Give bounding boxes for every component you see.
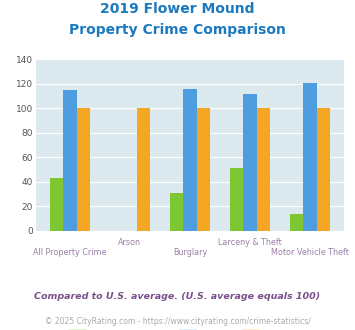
Text: © 2025 CityRating.com - https://www.cityrating.com/crime-statistics/: © 2025 CityRating.com - https://www.city… bbox=[45, 317, 310, 326]
Bar bbox=[183, 89, 197, 231]
Text: Property Crime Comparison: Property Crime Comparison bbox=[69, 23, 286, 37]
Text: Arson: Arson bbox=[119, 238, 141, 248]
Legend: Flower Mound, Texas, National: Flower Mound, Texas, National bbox=[64, 326, 316, 330]
Bar bbox=[243, 94, 257, 231]
Bar bbox=[257, 109, 270, 231]
Text: Motor Vehicle Theft: Motor Vehicle Theft bbox=[271, 248, 349, 257]
Text: Burglary: Burglary bbox=[173, 248, 207, 257]
Bar bbox=[77, 109, 90, 231]
Bar bbox=[303, 83, 317, 231]
Bar bbox=[50, 178, 63, 231]
Bar bbox=[317, 109, 330, 231]
Bar bbox=[170, 193, 183, 231]
Bar bbox=[197, 109, 210, 231]
Bar bbox=[63, 90, 77, 231]
Bar bbox=[230, 169, 243, 231]
Text: Compared to U.S. average. (U.S. average equals 100): Compared to U.S. average. (U.S. average … bbox=[34, 292, 321, 301]
Bar bbox=[137, 109, 150, 231]
Bar bbox=[290, 214, 303, 231]
Text: 2019 Flower Mound: 2019 Flower Mound bbox=[100, 2, 255, 16]
Text: Larceny & Theft: Larceny & Theft bbox=[218, 238, 282, 248]
Text: All Property Crime: All Property Crime bbox=[33, 248, 107, 257]
